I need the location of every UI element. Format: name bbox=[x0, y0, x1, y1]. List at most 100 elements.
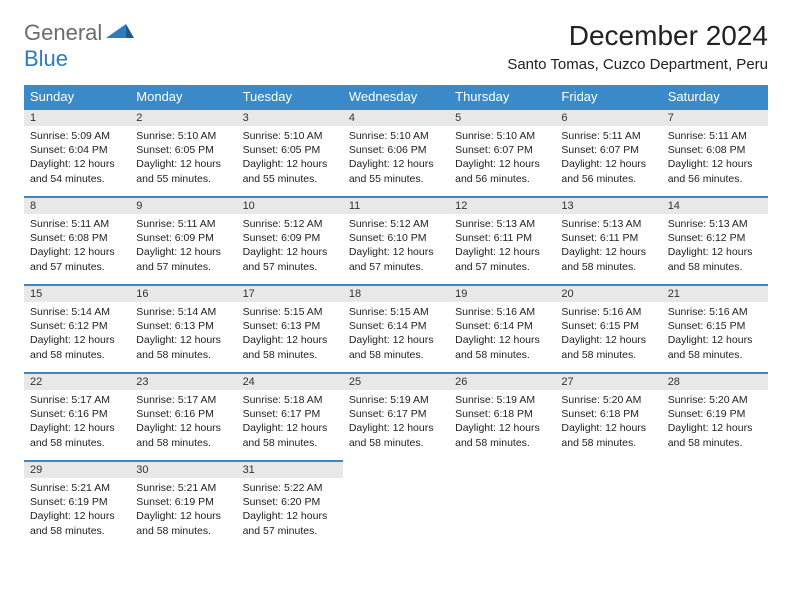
calendar-cell: 2Sunrise: 5:10 AMSunset: 6:05 PMDaylight… bbox=[130, 108, 236, 196]
sunrise-line: Sunrise: 5:20 AM bbox=[668, 393, 762, 407]
calendar-cell: 22Sunrise: 5:17 AMSunset: 6:16 PMDayligh… bbox=[24, 372, 130, 460]
daylight-line: Daylight: 12 hours and 54 minutes. bbox=[30, 157, 124, 185]
sunset-line: Sunset: 6:12 PM bbox=[668, 231, 762, 245]
calendar-cell: 9Sunrise: 5:11 AMSunset: 6:09 PMDaylight… bbox=[130, 196, 236, 284]
sunset-line: Sunset: 6:06 PM bbox=[349, 143, 443, 157]
daylight-line: Daylight: 12 hours and 58 minutes. bbox=[349, 333, 443, 361]
day-details: Sunrise: 5:18 AMSunset: 6:17 PMDaylight:… bbox=[237, 390, 343, 452]
day-details: Sunrise: 5:19 AMSunset: 6:17 PMDaylight:… bbox=[343, 390, 449, 452]
daylight-line: Daylight: 12 hours and 55 minutes. bbox=[243, 157, 337, 185]
sunrise-line: Sunrise: 5:10 AM bbox=[349, 129, 443, 143]
daylight-line: Daylight: 12 hours and 58 minutes. bbox=[30, 509, 124, 537]
day-number: 16 bbox=[130, 284, 236, 302]
daylight-line: Daylight: 12 hours and 55 minutes. bbox=[349, 157, 443, 185]
daylight-line: Daylight: 12 hours and 58 minutes. bbox=[561, 333, 655, 361]
day-number: 28 bbox=[662, 372, 768, 390]
daylight-line: Daylight: 12 hours and 58 minutes. bbox=[30, 421, 124, 449]
sunset-line: Sunset: 6:05 PM bbox=[136, 143, 230, 157]
sunrise-line: Sunrise: 5:13 AM bbox=[455, 217, 549, 231]
sunset-line: Sunset: 6:19 PM bbox=[136, 495, 230, 509]
sunrise-line: Sunrise: 5:18 AM bbox=[243, 393, 337, 407]
day-details: Sunrise: 5:22 AMSunset: 6:20 PMDaylight:… bbox=[237, 478, 343, 540]
sunrise-line: Sunrise: 5:10 AM bbox=[136, 129, 230, 143]
logo-triangle-icon bbox=[106, 24, 134, 42]
day-number: 26 bbox=[449, 372, 555, 390]
sunrise-line: Sunrise: 5:15 AM bbox=[243, 305, 337, 319]
daylight-line: Daylight: 12 hours and 58 minutes. bbox=[668, 421, 762, 449]
day-number: 17 bbox=[237, 284, 343, 302]
sunset-line: Sunset: 6:18 PM bbox=[455, 407, 549, 421]
sunrise-line: Sunrise: 5:20 AM bbox=[561, 393, 655, 407]
calendar-cell: 12Sunrise: 5:13 AMSunset: 6:11 PMDayligh… bbox=[449, 196, 555, 284]
daylight-line: Daylight: 12 hours and 58 minutes. bbox=[136, 333, 230, 361]
daylight-line: Daylight: 12 hours and 57 minutes. bbox=[349, 245, 443, 273]
sunrise-line: Sunrise: 5:14 AM bbox=[136, 305, 230, 319]
sunset-line: Sunset: 6:13 PM bbox=[243, 319, 337, 333]
weekday-header: Sunday bbox=[24, 85, 130, 108]
sunset-line: Sunset: 6:14 PM bbox=[349, 319, 443, 333]
sunset-line: Sunset: 6:13 PM bbox=[136, 319, 230, 333]
calendar-cell: .. bbox=[449, 460, 555, 548]
daylight-line: Daylight: 12 hours and 55 minutes. bbox=[136, 157, 230, 185]
calendar-cell: 21Sunrise: 5:16 AMSunset: 6:15 PMDayligh… bbox=[662, 284, 768, 372]
calendar-cell: 5Sunrise: 5:10 AMSunset: 6:07 PMDaylight… bbox=[449, 108, 555, 196]
day-details: Sunrise: 5:21 AMSunset: 6:19 PMDaylight:… bbox=[24, 478, 130, 540]
day-details: Sunrise: 5:14 AMSunset: 6:12 PMDaylight:… bbox=[24, 302, 130, 364]
calendar-cell: 13Sunrise: 5:13 AMSunset: 6:11 PMDayligh… bbox=[555, 196, 661, 284]
day-number: 1 bbox=[24, 108, 130, 126]
day-details: Sunrise: 5:12 AMSunset: 6:09 PMDaylight:… bbox=[237, 214, 343, 276]
calendar-cell: 18Sunrise: 5:15 AMSunset: 6:14 PMDayligh… bbox=[343, 284, 449, 372]
sunset-line: Sunset: 6:09 PM bbox=[243, 231, 337, 245]
calendar-cell: 7Sunrise: 5:11 AMSunset: 6:08 PMDaylight… bbox=[662, 108, 768, 196]
sunset-line: Sunset: 6:19 PM bbox=[30, 495, 124, 509]
calendar-cell: 15Sunrise: 5:14 AMSunset: 6:12 PMDayligh… bbox=[24, 284, 130, 372]
daylight-line: Daylight: 12 hours and 58 minutes. bbox=[561, 421, 655, 449]
day-details: Sunrise: 5:16 AMSunset: 6:15 PMDaylight:… bbox=[555, 302, 661, 364]
sunrise-line: Sunrise: 5:11 AM bbox=[30, 217, 124, 231]
day-details: Sunrise: 5:11 AMSunset: 6:08 PMDaylight:… bbox=[662, 126, 768, 188]
sunset-line: Sunset: 6:04 PM bbox=[30, 143, 124, 157]
day-number: 20 bbox=[555, 284, 661, 302]
sunrise-line: Sunrise: 5:13 AM bbox=[668, 217, 762, 231]
sunset-line: Sunset: 6:16 PM bbox=[136, 407, 230, 421]
sunset-line: Sunset: 6:14 PM bbox=[455, 319, 549, 333]
sunrise-line: Sunrise: 5:16 AM bbox=[455, 305, 549, 319]
month-title: December 2024 bbox=[507, 20, 768, 52]
day-number: 4 bbox=[343, 108, 449, 126]
calendar-cell: 31Sunrise: 5:22 AMSunset: 6:20 PMDayligh… bbox=[237, 460, 343, 548]
day-details: Sunrise: 5:16 AMSunset: 6:15 PMDaylight:… bbox=[662, 302, 768, 364]
sunset-line: Sunset: 6:20 PM bbox=[243, 495, 337, 509]
sunrise-line: Sunrise: 5:11 AM bbox=[668, 129, 762, 143]
daylight-line: Daylight: 12 hours and 58 minutes. bbox=[668, 245, 762, 273]
day-number: 11 bbox=[343, 196, 449, 214]
calendar-cell: 29Sunrise: 5:21 AMSunset: 6:19 PMDayligh… bbox=[24, 460, 130, 548]
sunset-line: Sunset: 6:08 PM bbox=[30, 231, 124, 245]
calendar-cell: 10Sunrise: 5:12 AMSunset: 6:09 PMDayligh… bbox=[237, 196, 343, 284]
day-number: 8 bbox=[24, 196, 130, 214]
calendar-cell: 19Sunrise: 5:16 AMSunset: 6:14 PMDayligh… bbox=[449, 284, 555, 372]
logo-word-2: Blue bbox=[24, 46, 68, 71]
day-details: Sunrise: 5:11 AMSunset: 6:08 PMDaylight:… bbox=[24, 214, 130, 276]
day-details: Sunrise: 5:13 AMSunset: 6:11 PMDaylight:… bbox=[555, 214, 661, 276]
sunrise-line: Sunrise: 5:19 AM bbox=[455, 393, 549, 407]
logo: General Blue bbox=[24, 20, 134, 72]
day-number: 3 bbox=[237, 108, 343, 126]
sunset-line: Sunset: 6:10 PM bbox=[349, 231, 443, 245]
day-number: 18 bbox=[343, 284, 449, 302]
day-number: 30 bbox=[130, 460, 236, 478]
sunrise-line: Sunrise: 5:12 AM bbox=[243, 217, 337, 231]
sunrise-line: Sunrise: 5:19 AM bbox=[349, 393, 443, 407]
day-details: Sunrise: 5:10 AMSunset: 6:05 PMDaylight:… bbox=[130, 126, 236, 188]
calendar-head: SundayMondayTuesdayWednesdayThursdayFrid… bbox=[24, 85, 768, 108]
day-details: Sunrise: 5:11 AMSunset: 6:07 PMDaylight:… bbox=[555, 126, 661, 188]
weekday-row: SundayMondayTuesdayWednesdayThursdayFrid… bbox=[24, 85, 768, 108]
daylight-line: Daylight: 12 hours and 58 minutes. bbox=[243, 421, 337, 449]
day-details: Sunrise: 5:15 AMSunset: 6:14 PMDaylight:… bbox=[343, 302, 449, 364]
day-number: 22 bbox=[24, 372, 130, 390]
calendar-cell: 27Sunrise: 5:20 AMSunset: 6:18 PMDayligh… bbox=[555, 372, 661, 460]
sunset-line: Sunset: 6:17 PM bbox=[243, 407, 337, 421]
daylight-line: Daylight: 12 hours and 56 minutes. bbox=[561, 157, 655, 185]
day-details: Sunrise: 5:12 AMSunset: 6:10 PMDaylight:… bbox=[343, 214, 449, 276]
logo-word-1: General bbox=[24, 20, 102, 45]
calendar-cell: 11Sunrise: 5:12 AMSunset: 6:10 PMDayligh… bbox=[343, 196, 449, 284]
